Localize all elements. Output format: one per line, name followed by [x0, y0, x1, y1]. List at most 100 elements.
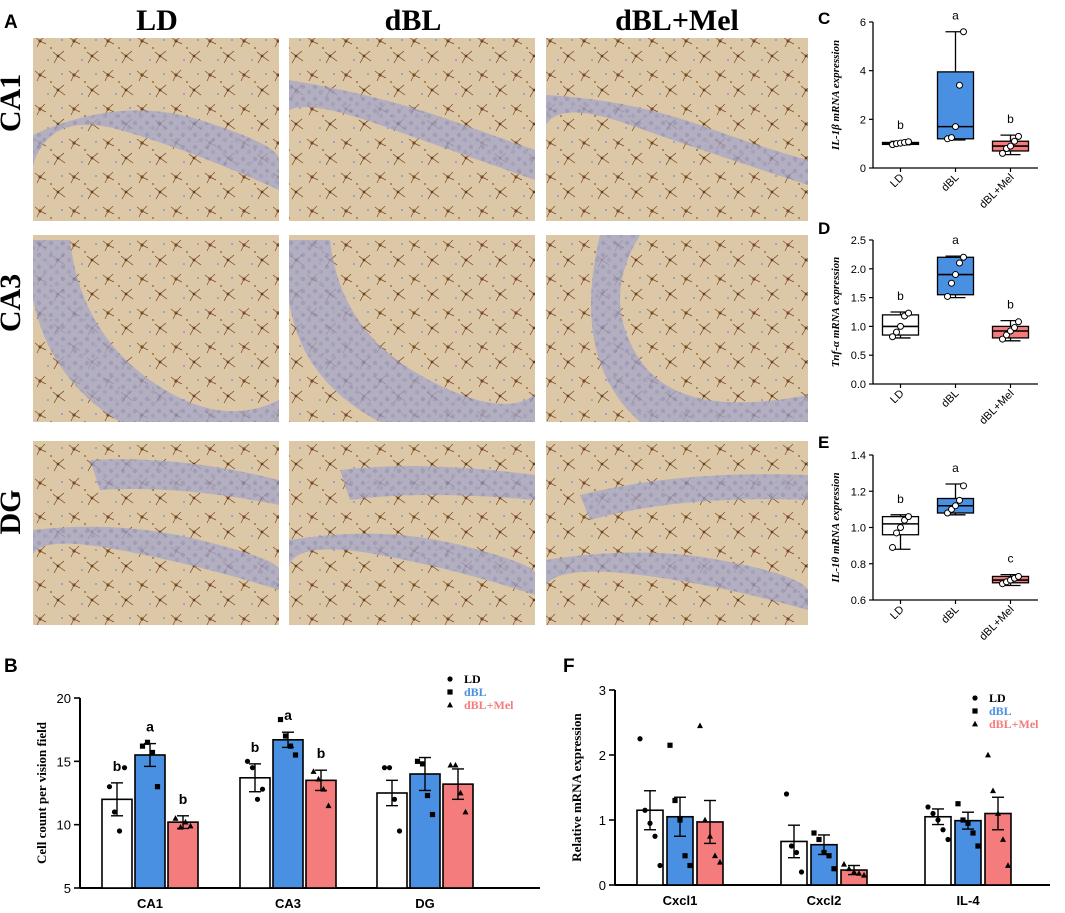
data-point [960, 482, 967, 490]
bar-ld-ca3 [239, 776, 271, 889]
data-point [687, 862, 693, 869]
data-point [841, 861, 847, 867]
data-point [249, 765, 256, 771]
x-tick-label-ca1: CA1 [137, 896, 163, 911]
data-point [955, 801, 961, 807]
y-tick-label: 0.0 [851, 379, 866, 391]
y-axis-title: IL-1θ mRNA expression [830, 472, 842, 583]
data-point [111, 809, 118, 815]
significance-letter: a [284, 707, 292, 723]
data-point [244, 758, 251, 764]
data-point [952, 123, 959, 131]
significance-letter: a [952, 461, 959, 475]
data-point [712, 852, 718, 859]
panel-a-letter: A [4, 12, 18, 33]
data-point [462, 808, 469, 815]
data-point [956, 496, 963, 504]
y-axis-title: Relative mRNA expression [569, 712, 584, 861]
data-point [172, 815, 179, 821]
panel-b-letter: B [4, 656, 18, 677]
y-tick-label: 0.6 [851, 595, 866, 607]
bar-dbl-il-4 [954, 819, 982, 886]
y-axis-title: Cell count per vision field [34, 721, 49, 864]
data-point [948, 134, 955, 142]
data-point [259, 786, 266, 792]
data-point [707, 833, 713, 839]
data-point [788, 843, 795, 849]
panel-d-letter: D [818, 219, 830, 238]
significance-letter: b [113, 758, 122, 774]
significance-letter: b [897, 118, 904, 132]
data-point [995, 810, 1001, 816]
significance-letter: b [1007, 298, 1014, 312]
panel-f-barchart: F 0 1 2 3 Relative mRNA expression Cxcl1 Cxcl2… [563, 656, 1050, 908]
data-point [424, 792, 431, 799]
micrograph-ca1-ld [33, 38, 280, 221]
data-point [149, 749, 156, 756]
panel-c-boxplot: C 0 2 4 6 IL-1β mRNA expression LD b dBL a dBL+Me… [818, 9, 1038, 211]
panel-e-letter: E [818, 433, 829, 452]
data-point [682, 853, 688, 859]
bar-ld-dg [376, 792, 408, 889]
y-tick-label: 0 [599, 878, 606, 893]
x-tick-label-ld: LD [888, 172, 906, 190]
micrograph-dg-dbl [289, 441, 536, 625]
y-tick-label: 5 [64, 881, 71, 896]
data-point [798, 869, 805, 875]
y-tick-label: 1.0 [851, 523, 866, 535]
significance-letter: b [897, 492, 904, 506]
y-tick-label: 1.4 [851, 450, 866, 462]
data-point [940, 827, 946, 833]
x-tick-label-dbl-mel: dBL+Mel [977, 172, 1016, 211]
data-point [960, 28, 967, 36]
significance-letter: a [952, 233, 959, 247]
bar-dbl-ca1 [134, 754, 166, 889]
data-point [925, 804, 931, 810]
significance-letter: b [1007, 112, 1014, 126]
data-point [999, 149, 1006, 157]
significance-letter: a [952, 9, 959, 23]
data-point [990, 787, 996, 794]
x-tick-label-dbl: dBL [939, 604, 961, 626]
row-label-dg: DG [0, 490, 27, 535]
data-point [254, 796, 261, 802]
data-point [419, 761, 426, 767]
y-tick-label: 15 [57, 754, 71, 769]
data-point [414, 758, 421, 764]
legend-marker-dbl-mel [447, 701, 453, 708]
data-point [647, 820, 653, 826]
column-label-dbl: dBL [385, 4, 442, 37]
data-point [956, 259, 963, 267]
data-point [999, 335, 1006, 343]
column-label-ld: LD [136, 4, 178, 37]
data-point [960, 253, 967, 261]
data-point [965, 820, 971, 826]
data-point [429, 811, 436, 818]
y-tick-label: 0.5 [851, 350, 866, 362]
y-tick-label: 0 [860, 163, 866, 175]
data-point [1015, 318, 1022, 326]
data-point [905, 513, 912, 521]
row-label-ca3: CA3 [0, 274, 27, 332]
data-point [139, 743, 146, 749]
data-point [935, 817, 941, 823]
data-point [793, 849, 800, 856]
x-tick-label-cxcl1: Cxcl1 [663, 893, 698, 908]
data-point [952, 271, 959, 279]
y-tick-label: 2.5 [851, 235, 866, 247]
x-tick-label-dg: DG [415, 896, 435, 911]
micrograph-ca3-ld [33, 235, 279, 422]
data-point [948, 279, 955, 287]
legend-label-dbl-mel: dBL+Mel [464, 698, 514, 712]
bar-dbl-mel-dg [442, 783, 474, 889]
y-axis-title: Tnf-α mRNA expression [830, 257, 842, 368]
data-point [310, 768, 317, 774]
legend-marker-dbl [447, 689, 453, 695]
y-tick-label: 3 [599, 683, 606, 698]
data-point [106, 784, 113, 790]
column-label-dbl-mel: dBL+Mel [615, 4, 739, 37]
significance-letter: c [1008, 552, 1014, 566]
y-tick-label: 6 [860, 17, 866, 29]
panel-d-boxplot: D 0.0 0.5 1.0 1.5 2.0 2.5 Tnf-α mRNA expressio… [818, 219, 1038, 427]
micrograph-dg-ld [33, 441, 280, 625]
